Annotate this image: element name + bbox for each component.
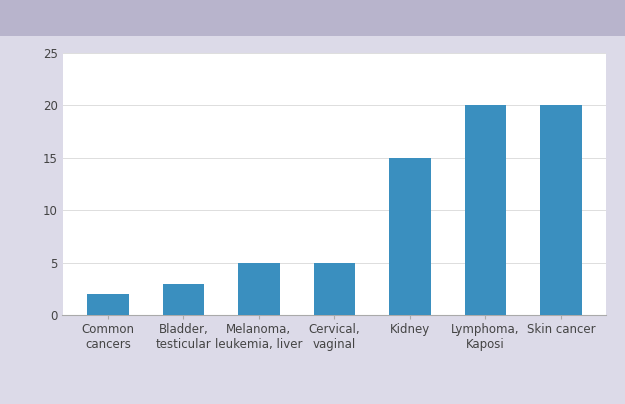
Bar: [540, 105, 582, 315]
Bar: [464, 105, 506, 315]
Bar: [238, 263, 279, 315]
Bar: [314, 263, 355, 315]
Bar: [87, 294, 129, 315]
Bar: [162, 284, 204, 315]
Bar: [389, 158, 431, 315]
